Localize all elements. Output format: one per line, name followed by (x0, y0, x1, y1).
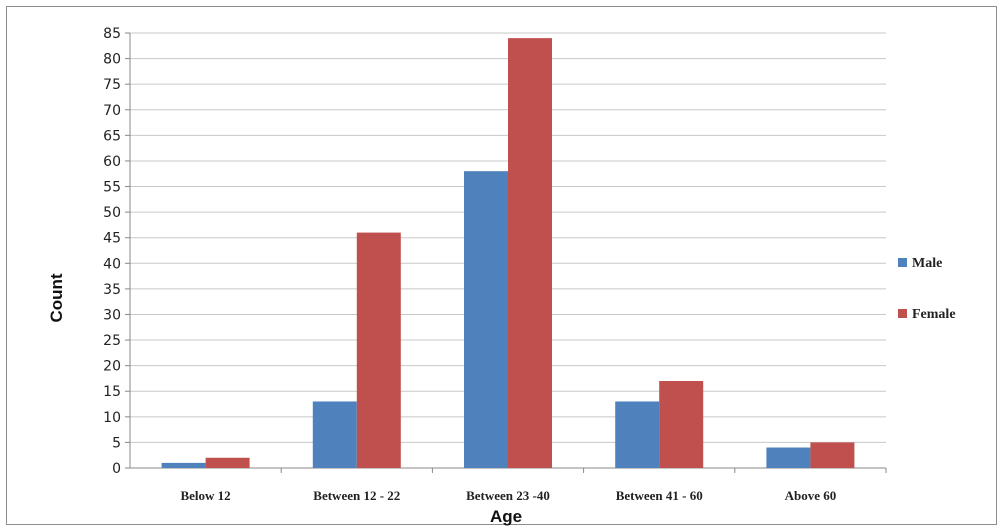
x-tick-label: Below 12 (180, 488, 230, 503)
legend-label-male: Male (912, 256, 942, 271)
bar-female-1 (356, 232, 401, 468)
x-tick-label: Between 23 -40 (466, 488, 550, 503)
y-tick-label: 10 (103, 410, 121, 426)
y-tick-label: 5 (112, 435, 121, 451)
y-tick-label: 80 (103, 52, 121, 68)
y-tick-label: 60 (103, 154, 121, 170)
bar-female-0 (205, 457, 250, 468)
x-tick-label: Between 41 - 60 (616, 488, 703, 503)
y-tick-label: 55 (103, 180, 121, 196)
y-tick-label: 20 (103, 359, 121, 375)
y-axis-title: Count (47, 273, 66, 322)
legend: Male Female (898, 256, 956, 322)
legend-swatch-female (898, 309, 907, 318)
y-tick-label: 25 (103, 333, 121, 349)
x-tick-label: Between 12 - 22 (313, 488, 400, 503)
y-tick-label: 85 (103, 26, 121, 42)
y-tick-label: 0 (112, 461, 121, 477)
y-tick-label: 35 (103, 282, 121, 298)
y-tick-label: 65 (103, 128, 121, 144)
y-tick-label: 15 (103, 384, 121, 400)
bar-male-0 (161, 462, 206, 468)
y-tick-label: 45 (103, 231, 121, 247)
legend-swatch-male (898, 258, 907, 267)
y-tick-label: 50 (103, 205, 121, 221)
bar-male-4 (766, 447, 811, 468)
bars (161, 38, 855, 469)
bar-male-1 (312, 401, 357, 468)
x-axis-title: Age (490, 507, 522, 526)
y-tick-label: 75 (103, 77, 121, 93)
bar-male-3 (615, 401, 660, 468)
bar-female-3 (659, 381, 704, 468)
bar-female-2 (508, 38, 552, 468)
y-tick-label: 40 (103, 256, 121, 272)
bar-female-4 (810, 442, 855, 468)
tick-labels: 0 5 10 15 20 25 30 35 40 45 50 55 60 65 70 75 80 85 Below … (103, 26, 836, 503)
y-tick-label: 30 (103, 307, 121, 323)
y-tick-label: 70 (103, 103, 121, 119)
legend-label-female: Female (912, 307, 956, 322)
x-tick-label: Above 60 (785, 488, 837, 503)
bar-male-2 (464, 171, 508, 469)
